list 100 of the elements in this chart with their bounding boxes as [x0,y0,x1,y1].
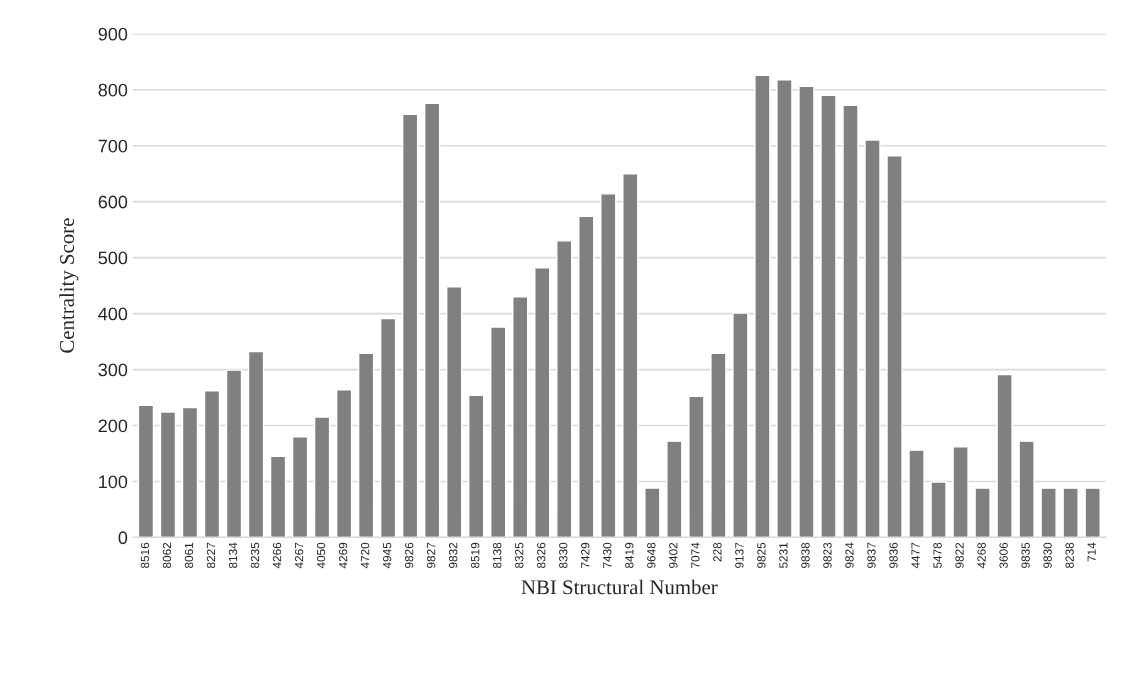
bar [666,440,683,538]
bar [379,317,397,538]
x-tick-label: 8134 [228,542,238,569]
x-tick-label: 8138 [493,542,502,569]
bar [137,404,155,538]
bar [401,113,419,538]
bar [732,312,749,538]
y-tick-label: 200 [98,419,128,433]
x-tick-label: 4477 [911,542,920,569]
bar [556,240,573,538]
x-tick-label: 9830 [1043,542,1052,568]
x-tick-label: 8519 [471,542,480,569]
bar [864,139,881,538]
x-tick-label: 4268 [977,542,986,569]
x-tick-label: 8235 [250,542,260,569]
x-tick-label: 9824 [845,542,854,568]
y-tick-label: 400 [98,307,128,321]
x-tick-label: 9836 [889,542,898,568]
x-tick-label: 9648 [647,542,656,568]
x-tick-label: 4266 [272,542,282,569]
bar [688,395,705,538]
bar [886,155,903,538]
y-tick-label: 600 [98,195,128,209]
bar [357,352,375,538]
bar [622,172,639,538]
x-tick-label: 8330 [559,542,568,569]
bar [952,446,969,538]
x-tick-label: 5478 [933,542,942,569]
x-tick-label: 9835 [1021,542,1030,568]
bar [247,350,265,538]
bar [490,326,507,538]
y-tick-label: 900 [98,27,128,41]
bar [446,286,463,538]
bar [1040,487,1057,538]
x-tick-label: 8061 [184,542,194,569]
x-tick-label: 8419 [625,542,634,569]
bar [335,388,353,538]
x-tick-label: 9826 [404,542,414,568]
x-tick-label: 8062 [162,542,172,569]
bar [159,411,177,538]
x-tick-label: 9838 [801,542,810,568]
x-tick-label: 9832 [449,542,458,568]
bar [754,74,771,538]
bar [996,373,1013,538]
bar [423,102,441,538]
x-tick-label: 9137 [735,542,744,568]
bar [930,481,947,538]
x-tick-label: 7430 [603,542,612,568]
bar [644,487,661,538]
x-tick-label: 228 [713,542,722,562]
bar [534,267,551,538]
x-tick-label: 8238 [1065,542,1074,569]
y-tick-label: 800 [98,83,128,97]
x-tick-label: 4945 [382,542,392,569]
bar [203,390,221,538]
x-tick-label: 4720 [360,542,370,569]
x-tick-label: 9823 [823,542,832,568]
bar [842,104,859,538]
x-tick-label: 4267 [294,542,304,569]
bar [798,85,815,538]
bar [710,352,727,538]
x-tick-label: 8326 [537,542,546,569]
y-tick-label: 100 [99,475,128,489]
y-tick-label: 700 [98,139,128,153]
bar [1062,487,1079,538]
bar [578,215,595,538]
x-tick-label: 8516 [140,542,150,569]
bar [269,455,287,538]
bar [908,449,925,538]
y-axis-title: Centrality Score [59,218,79,353]
bar [313,416,331,538]
bar [776,78,793,538]
x-tick-label: 7074 [691,542,700,568]
x-tick-label: 7429 [581,542,590,568]
y-tick-label: 0 [118,531,128,545]
bar [512,296,529,538]
x-tick-label: 4269 [338,542,348,569]
x-tick-label: 9402 [669,542,678,568]
bar [1018,440,1035,538]
y-tick-label: 300 [98,363,128,377]
bar [181,406,199,538]
x-tick-label: 714 [1087,542,1096,562]
bar [600,193,617,538]
x-tick-label: 8227 [206,542,216,569]
x-tick-label: 9827 [426,542,436,568]
bar [820,94,837,538]
x-tick-label: 4050 [316,542,326,569]
y-tick-label: 500 [98,251,128,265]
x-tick-label: 5231 [779,542,788,569]
bar [468,394,485,538]
x-tick-label: 9825 [757,542,766,568]
bar [225,369,243,538]
bar [291,436,309,538]
x-tick-label: 3606 [999,542,1008,569]
x-tick-label: 9837 [867,542,876,568]
bar [974,487,991,538]
x-tick-label: 9822 [955,542,964,568]
x-tick-label: 8325 [515,542,524,569]
x-axis-title: NBI Structural Number [521,579,718,595]
bar [1084,487,1101,538]
